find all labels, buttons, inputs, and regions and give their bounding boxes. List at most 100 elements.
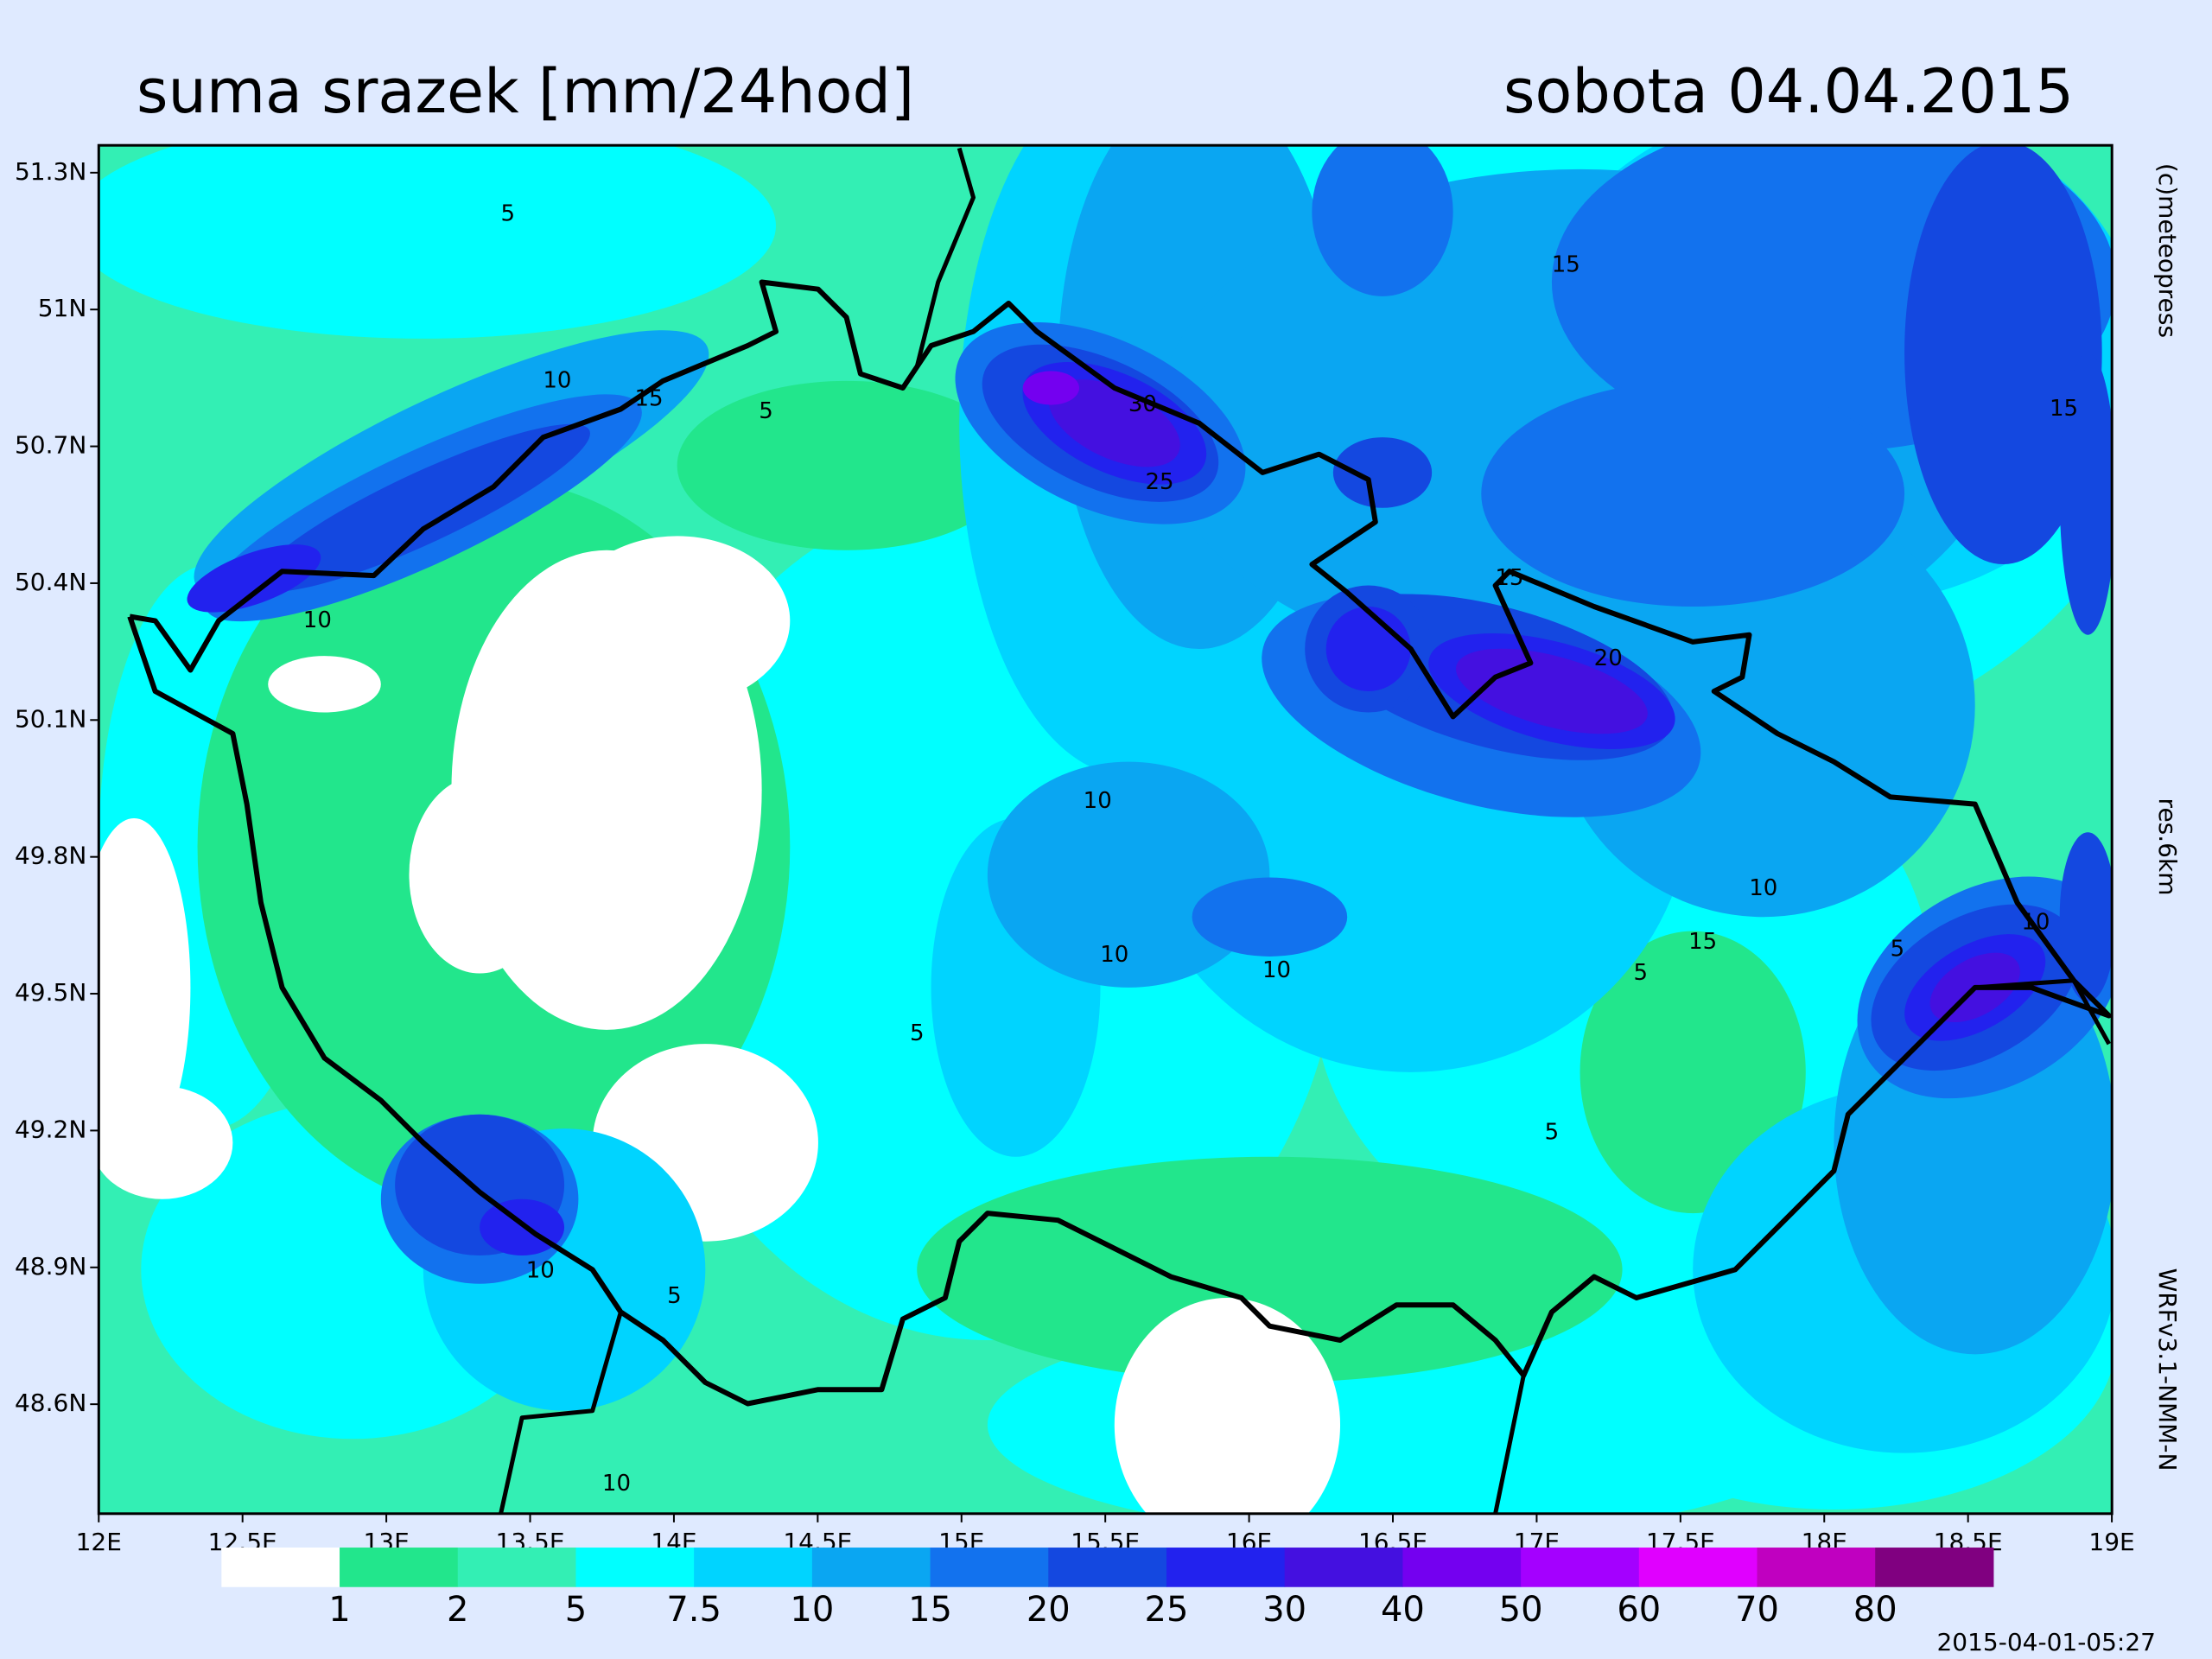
contour-label: 10 bbox=[2021, 909, 2050, 935]
legend-swatch bbox=[1638, 1548, 1758, 1587]
resolution: res.6km bbox=[2153, 798, 2182, 896]
contour-label: 10 bbox=[1749, 875, 1777, 901]
contour-label: 5 bbox=[1891, 936, 1905, 962]
precip-area bbox=[99, 1086, 233, 1199]
legend-label: 1 bbox=[328, 1590, 350, 1630]
precip-area bbox=[1332, 437, 1433, 508]
legend-label: 60 bbox=[1617, 1590, 1661, 1630]
precip-area bbox=[409, 775, 550, 974]
legend-label: 7.5 bbox=[666, 1590, 721, 1630]
legend-swatch bbox=[694, 1548, 813, 1587]
y-tick-label: 51.3N bbox=[15, 157, 86, 186]
contour-label: 15 bbox=[1552, 251, 1580, 277]
y-tick-label: 50.7N bbox=[15, 431, 86, 460]
contour-label: 10 bbox=[303, 607, 332, 633]
precip-area bbox=[256, 423, 590, 592]
precip-area bbox=[1114, 1298, 1340, 1514]
map-title: suma srazek [mm/24hod] bbox=[137, 56, 914, 127]
precip-area bbox=[1481, 380, 1905, 607]
legend-label: 2 bbox=[447, 1590, 468, 1630]
legend-swatch bbox=[811, 1548, 931, 1587]
precip-area bbox=[917, 1156, 1623, 1382]
precip-area bbox=[2059, 353, 2113, 635]
contour-label: 5 bbox=[759, 398, 773, 424]
border-line bbox=[499, 1311, 623, 1514]
contour-label: 10 bbox=[1084, 788, 1112, 814]
border-line bbox=[914, 147, 976, 368]
precip-field bbox=[99, 145, 2113, 1514]
precip-area bbox=[1904, 145, 2102, 564]
legend-label: 5 bbox=[565, 1590, 587, 1630]
precip-area bbox=[99, 817, 191, 1157]
legend-swatch bbox=[1521, 1548, 1640, 1587]
legend-swatch bbox=[1402, 1548, 1522, 1587]
contour-label: 15 bbox=[2050, 396, 2078, 422]
y-tick-label: 51N bbox=[38, 294, 87, 322]
legend-swatch bbox=[221, 1548, 340, 1587]
y-tick-label: 49.8N bbox=[15, 842, 86, 870]
legend-label: 40 bbox=[1381, 1590, 1425, 1630]
border-line bbox=[1974, 978, 2111, 1046]
x-tick-label: 19E bbox=[2088, 1528, 2134, 1556]
contour-label: 10 bbox=[543, 367, 571, 393]
precip-area bbox=[268, 656, 381, 713]
contour-label: 10 bbox=[526, 1258, 555, 1284]
legend-label: 15 bbox=[908, 1590, 952, 1630]
map-date: sobota 04.04.2015 bbox=[1503, 56, 2074, 127]
legend-swatch bbox=[1757, 1548, 1876, 1587]
plot-frame bbox=[97, 143, 2113, 1516]
contour-label: 20 bbox=[1594, 645, 1623, 671]
contour-label: 15 bbox=[1495, 565, 1523, 591]
precip-area bbox=[2059, 832, 2113, 1002]
contour-label: 15 bbox=[1688, 929, 1717, 955]
legend-label: 10 bbox=[790, 1590, 834, 1630]
precip-area bbox=[677, 380, 1016, 550]
legend-swatch bbox=[575, 1548, 695, 1587]
legend-swatch bbox=[1875, 1548, 1994, 1587]
contour-label: 10 bbox=[1100, 942, 1128, 968]
contour-label: 5 bbox=[667, 1283, 682, 1309]
legend-label: 50 bbox=[1499, 1590, 1543, 1630]
border-line bbox=[1493, 1375, 1526, 1514]
contour-label: 25 bbox=[1145, 469, 1173, 495]
precip-area bbox=[1192, 877, 1348, 957]
model-name: WRFv3.1-NMM-N bbox=[2153, 1268, 2182, 1471]
legend-swatch bbox=[457, 1548, 576, 1587]
precip-area bbox=[1456, 648, 1648, 734]
contour-label: 5 bbox=[910, 1020, 925, 1046]
y-tick-label: 50.1N bbox=[15, 704, 86, 733]
precip-area bbox=[564, 536, 791, 706]
legend-swatch bbox=[1284, 1548, 1403, 1587]
legend-label: 30 bbox=[1262, 1590, 1306, 1630]
contour-label: 10 bbox=[1262, 957, 1291, 983]
legend-swatch bbox=[1048, 1548, 1167, 1587]
legend-label: 80 bbox=[1853, 1590, 1897, 1630]
precip-area bbox=[1580, 931, 1806, 1214]
contour-label: 30 bbox=[1128, 391, 1157, 417]
precip-area bbox=[187, 544, 321, 613]
y-tick-label: 48.6N bbox=[15, 1389, 86, 1417]
timestamp: 2015-04-01-05:27 bbox=[1936, 1628, 2156, 1656]
contour-label: 5 bbox=[500, 201, 515, 227]
precip-area bbox=[1312, 145, 1453, 296]
legend-label: 20 bbox=[1027, 1590, 1071, 1630]
copyright: (c)meteopress bbox=[2153, 163, 2182, 338]
legend-label: 25 bbox=[1145, 1590, 1189, 1630]
legend-label: 70 bbox=[1735, 1590, 1779, 1630]
y-tick-label: 48.9N bbox=[15, 1252, 86, 1281]
borders: 5 10 15 5 10 30 25 15 15 15 20 10 10 10 15 5 10 10 5 5 5 10 5 1… bbox=[127, 147, 2112, 1514]
border-line bbox=[127, 279, 2112, 1407]
legend-swatch bbox=[1166, 1548, 1286, 1587]
y-tick-label: 50.4N bbox=[15, 568, 86, 596]
y-tick-label: 49.5N bbox=[15, 978, 86, 1007]
y-tick-label: 49.2N bbox=[15, 1115, 86, 1143]
precip-area bbox=[1022, 371, 1079, 405]
contour-label: 10 bbox=[602, 1471, 631, 1497]
x-tick-label: 12E bbox=[76, 1528, 122, 1556]
contour-label: 15 bbox=[634, 386, 663, 412]
precip-area bbox=[1325, 607, 1411, 691]
contour-label: 5 bbox=[1634, 960, 1649, 986]
legend-swatch bbox=[930, 1548, 1049, 1587]
precip-area bbox=[99, 145, 776, 339]
